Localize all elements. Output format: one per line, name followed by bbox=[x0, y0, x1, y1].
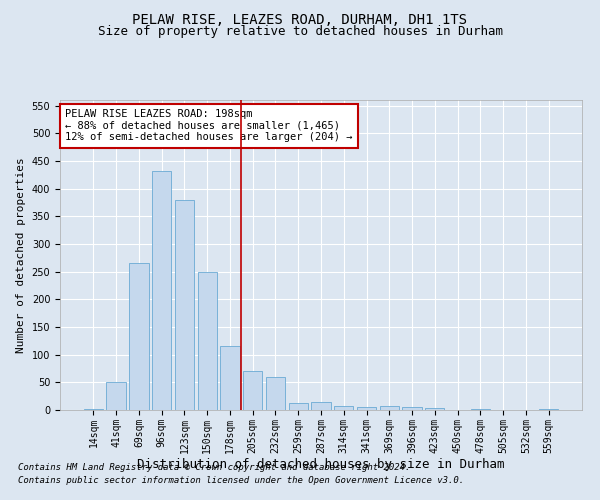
Bar bbox=[470, 409, 490, 410]
Bar bbox=[84, 409, 103, 410]
Bar bbox=[175, 200, 194, 410]
Bar bbox=[357, 406, 376, 410]
Bar bbox=[311, 402, 331, 410]
Bar bbox=[380, 406, 399, 410]
Bar bbox=[403, 407, 422, 410]
Bar bbox=[539, 409, 558, 410]
Bar bbox=[289, 403, 308, 410]
Bar bbox=[334, 406, 353, 410]
Bar bbox=[152, 171, 172, 410]
Bar bbox=[129, 264, 149, 410]
Y-axis label: Number of detached properties: Number of detached properties bbox=[16, 157, 26, 353]
Text: Contains HM Land Registry data © Crown copyright and database right 2024.: Contains HM Land Registry data © Crown c… bbox=[18, 464, 410, 472]
Text: Size of property relative to detached houses in Durham: Size of property relative to detached ho… bbox=[97, 25, 503, 38]
Bar bbox=[197, 272, 217, 410]
Text: Contains public sector information licensed under the Open Government Licence v3: Contains public sector information licen… bbox=[18, 476, 464, 485]
Bar bbox=[106, 382, 126, 410]
Bar bbox=[220, 346, 239, 410]
X-axis label: Distribution of detached houses by size in Durham: Distribution of detached houses by size … bbox=[137, 458, 505, 471]
Text: PELAW RISE, LEAZES ROAD, DURHAM, DH1 1TS: PELAW RISE, LEAZES ROAD, DURHAM, DH1 1TS bbox=[133, 12, 467, 26]
Bar bbox=[243, 371, 262, 410]
Text: PELAW RISE LEAZES ROAD: 198sqm
← 88% of detached houses are smaller (1,465)
12% : PELAW RISE LEAZES ROAD: 198sqm ← 88% of … bbox=[65, 110, 353, 142]
Bar bbox=[425, 408, 445, 410]
Bar bbox=[266, 377, 285, 410]
